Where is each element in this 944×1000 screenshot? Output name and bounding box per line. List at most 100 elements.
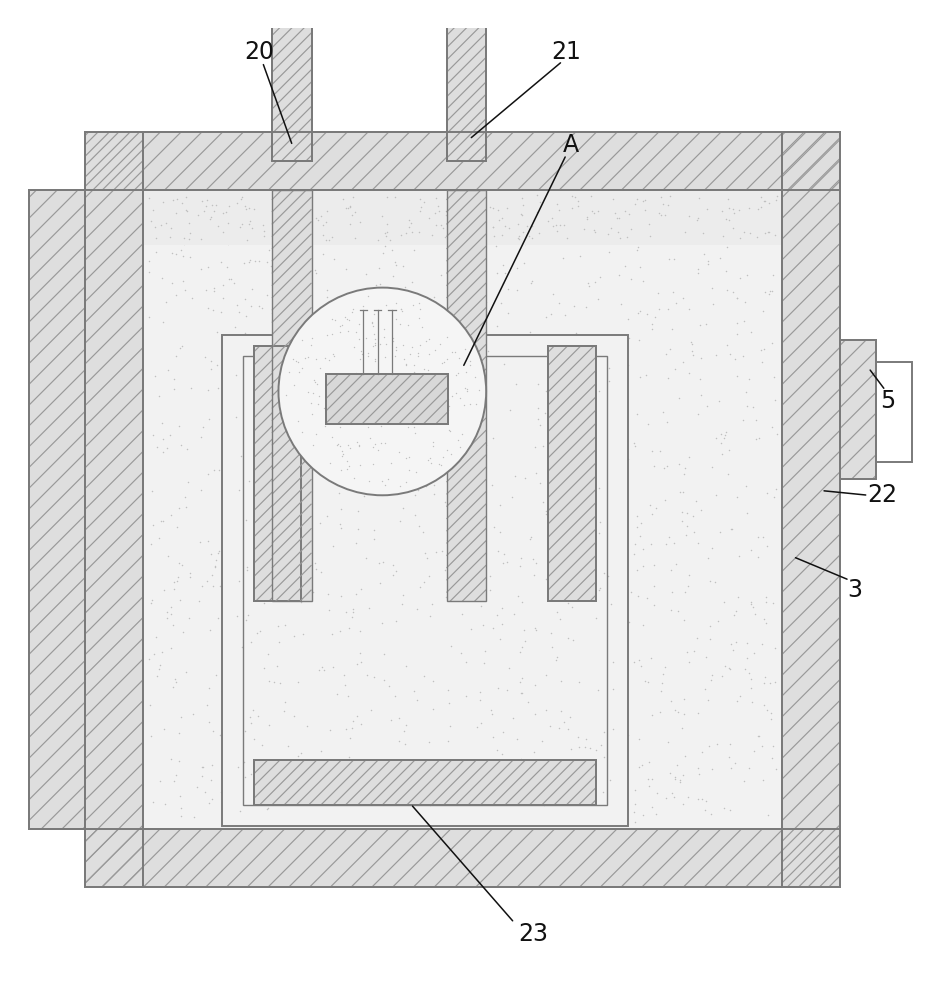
Point <box>257 228 272 244</box>
Point <box>588 742 603 758</box>
Point <box>320 327 335 343</box>
Point <box>330 360 346 376</box>
Point <box>338 400 353 416</box>
Point <box>378 477 393 493</box>
Point <box>548 551 564 567</box>
Point <box>398 717 413 733</box>
Point <box>488 786 503 802</box>
Point <box>375 627 390 643</box>
Point <box>553 703 568 719</box>
Point <box>402 462 417 478</box>
Point <box>393 227 408 243</box>
Point <box>444 638 459 654</box>
Point <box>591 682 606 698</box>
Point <box>330 485 346 501</box>
Point <box>749 431 764 447</box>
Point <box>366 312 381 328</box>
Point <box>596 569 611 585</box>
Point <box>584 597 599 613</box>
Point <box>708 228 723 244</box>
Point <box>767 392 783 408</box>
Point <box>211 545 226 561</box>
Point <box>407 507 422 523</box>
Point <box>238 612 253 628</box>
Point <box>221 450 236 466</box>
Point <box>207 280 222 296</box>
Point <box>539 667 554 683</box>
Point <box>309 351 324 367</box>
Point <box>510 588 525 604</box>
Point <box>549 223 565 239</box>
Point <box>432 377 447 393</box>
Point <box>394 395 409 411</box>
Point <box>262 471 278 487</box>
Point <box>492 542 507 558</box>
Point <box>421 346 436 362</box>
Point <box>624 271 639 287</box>
Point <box>206 723 221 739</box>
Point <box>163 751 178 767</box>
Point <box>378 349 393 365</box>
Point <box>514 594 530 610</box>
Point <box>222 342 237 358</box>
Point <box>252 495 267 511</box>
Point <box>220 613 235 629</box>
Point <box>377 321 392 337</box>
Point <box>592 231 607 247</box>
Point <box>442 719 457 735</box>
Point <box>395 596 410 612</box>
Point <box>721 442 736 458</box>
Point <box>307 262 322 278</box>
Point <box>393 566 408 582</box>
Point <box>283 227 298 243</box>
Point <box>299 718 314 734</box>
Point <box>527 347 542 363</box>
Point <box>566 298 582 314</box>
Point <box>732 688 747 704</box>
Point <box>315 246 330 262</box>
Point <box>495 227 510 243</box>
Point <box>142 309 157 325</box>
Point <box>370 796 385 812</box>
Point <box>512 500 527 516</box>
Point <box>412 385 427 401</box>
Point <box>385 472 400 488</box>
Point <box>499 554 514 570</box>
Point <box>207 462 222 478</box>
Point <box>612 640 627 656</box>
Point <box>228 391 244 407</box>
Point <box>431 219 447 235</box>
Point <box>308 555 323 571</box>
Point <box>461 771 476 787</box>
Point <box>200 697 215 713</box>
Point <box>766 595 781 611</box>
Point <box>688 493 703 509</box>
Point <box>527 567 542 583</box>
Point <box>287 708 302 724</box>
Point <box>497 535 512 551</box>
Point <box>615 572 631 588</box>
Point <box>322 602 337 618</box>
Point <box>630 588 645 604</box>
Point <box>729 315 744 331</box>
Point <box>231 482 246 498</box>
Point <box>635 757 650 773</box>
Point <box>469 719 484 735</box>
Point <box>360 755 375 771</box>
Point <box>677 612 692 628</box>
Point <box>535 438 550 454</box>
Point <box>342 620 357 636</box>
Point <box>160 440 175 456</box>
Point <box>451 311 466 327</box>
Point <box>434 543 449 559</box>
Point <box>342 676 357 692</box>
Point <box>605 654 620 670</box>
Point <box>205 791 220 807</box>
Point <box>329 685 345 701</box>
Point <box>287 628 302 644</box>
Point <box>347 230 362 246</box>
Point <box>750 529 766 545</box>
Point <box>615 568 630 584</box>
Point <box>237 673 252 689</box>
Point <box>603 503 618 519</box>
